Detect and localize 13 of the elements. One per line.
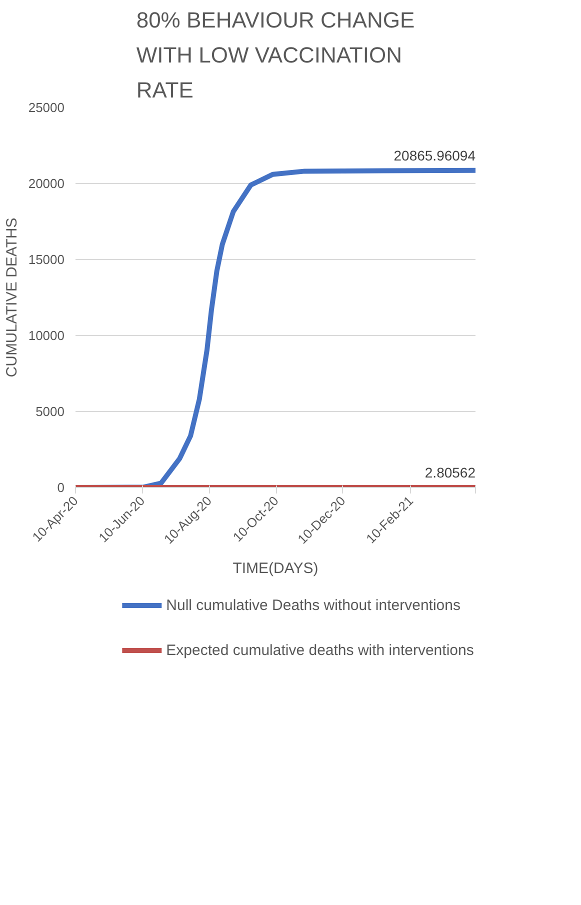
legend-label: Null cumulative Deaths without interventions	[166, 596, 460, 614]
y-axis-title: CUMULATIVE DEATHS	[3, 218, 20, 378]
y-tick-label: 5000	[36, 404, 64, 419]
y-tick-label: 10000	[28, 328, 65, 343]
x-axis-title: TIME(DAYS)	[232, 560, 318, 578]
chart-title: 80% BEHAVIOUR CHANGE WITH LOW VACCINATION RATE	[136, 8, 415, 102]
y-tick-label: 15000	[28, 252, 65, 267]
y-tick-label: 0	[57, 480, 65, 495]
data-label: 2.80562	[424, 464, 476, 480]
legend-label: Expected cumulative deaths with interventions	[166, 642, 474, 658]
data-label: 20865.96094	[394, 147, 476, 164]
y-tick-label: 20000	[28, 176, 65, 191]
y-tick-label: 25000	[28, 100, 65, 115]
